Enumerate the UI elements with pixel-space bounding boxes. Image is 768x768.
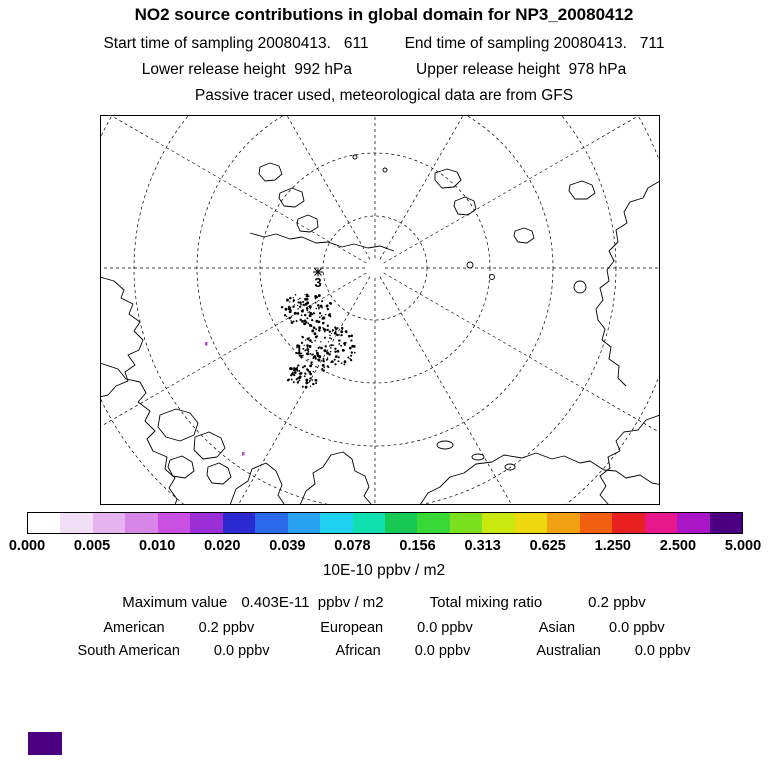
colorbar-tick-label: 0.020 [204,538,241,554]
colorbar-unit: 10E-10 ppbv / m2 [322,562,446,579]
colorbar-segment [417,513,450,533]
map-border [100,115,660,505]
colorbar-segment [157,513,191,533]
colorbar-tick-label: 0.078 [334,538,371,554]
colorbar-segment [547,513,580,533]
region-value: 0.2 ppbv [198,620,255,636]
colorbar-segment [514,513,548,533]
region-label: American [103,620,165,636]
graticule-meridians [100,115,660,505]
colorbar-tick-label: 1.250 [594,538,631,554]
max-value-label: Maximum value [122,594,228,611]
trace-color-marks [205,342,245,456]
max-color-swatch [28,732,62,755]
colorbar-ticks: 0.000 0.005 0.010 0.020 0.039 0.078 0.156 0.313… [9,538,761,555]
region-label: South American [77,643,180,659]
colorbar-segment [384,513,418,533]
contribution-pair: South American 0.0 ppbv [78,643,270,659]
colorbar-segment [709,513,742,533]
coastlines [100,154,660,505]
region-label: Australian [536,643,601,659]
contribution-row-2: South American 0.0 ppbv African 0.0 ppbv Aus… [0,643,768,659]
colorbar-segment [28,513,61,533]
total-mixing-label: Total mixing ratio [429,594,543,611]
upper-release-text: Upper release height 978 hPa [416,61,627,78]
contribution-pair: American 0.2 ppbv [103,620,254,636]
colorbar-segment [677,513,710,533]
colorbar-tick-label: 0.313 [464,538,501,554]
lower-release-text: Lower release height 992 hPa [141,61,352,78]
sampling-row: Start time of sampling 20080413. 611 End… [0,35,768,53]
region-label: African [335,643,381,659]
contribution-pair: Australian 0.0 ppbv [536,643,690,659]
contribution-pair: African 0.0 ppbv [336,643,471,659]
region-value: 0.0 ppbv [417,620,473,636]
release-row: Lower release height 992 hPa Upper relea… [0,61,768,79]
tracer-text: Passive tracer used, meteorological data… [194,87,574,104]
colorbar-segment [92,513,126,533]
contribution-row-1: American 0.2 ppbv European 0.0 ppbv Asian 0.0… [0,620,768,636]
colorbar-segment [612,513,645,533]
page-title: NO2 source contributions in global domai… [134,5,634,24]
colorbar-tick-label: 0.039 [269,538,306,554]
region-label: Asian [538,620,576,636]
graticule-circles [100,115,660,505]
tracer-row: Passive tracer used, meteorological data… [0,87,768,105]
max-value-row: Maximum value 0.403E-11 ppbv / m2 Total … [0,594,768,611]
source-contribution-dots [280,293,356,389]
region-value: 0.0 ppbv [609,620,665,636]
polar-map-svg: 31 [100,115,660,505]
region-value: 0.0 ppbv [213,643,270,659]
contribution-pair: European 0.0 ppbv [320,620,473,636]
station-markers: 31 [295,267,323,357]
colorbar-tick-label: 0.010 [139,538,176,554]
start-time-text: Start time of sampling 20080413. 611 [103,35,369,52]
max-value-text: 0.403E-11 ppbv / m2 [241,594,384,611]
svg-text:1: 1 [295,342,302,357]
colorbar-segment [60,513,93,533]
colorbar-segment [644,513,678,533]
colorbar-tick-label: 0.000 [8,538,46,554]
colorbar-segment [579,513,613,533]
colorbar-tick-label: 0.156 [399,538,436,554]
region-label: European [320,620,384,636]
region-value: 0.0 ppbv [634,643,691,659]
colorbar-segment [320,513,353,533]
colorbar-segment [190,513,223,533]
end-time-text: End time of sampling 20080413. 711 [404,35,665,52]
colorbar-segment [352,513,385,533]
colorbar-segment [255,513,288,533]
colorbar-tick-label: 0.005 [73,538,111,554]
colorbar-segment [449,513,483,533]
colorbar-tick-label: 0.625 [529,538,566,554]
region-value: 0.0 ppbv [414,643,471,659]
colorbar-segment [482,513,515,533]
colorbar-segment [287,513,321,533]
colorbar-tick-label: 2.500 [659,538,697,554]
svg-text:3: 3 [314,275,321,290]
total-mixing-value: 0.2 ppbv [588,594,646,611]
colorbar-segment [125,513,158,533]
colorbar [27,512,743,534]
contribution-pair: Asian 0.0 ppbv [539,620,665,636]
colorbar-segment [222,513,256,533]
colorbar-tick-label: 5.000 [724,538,762,554]
